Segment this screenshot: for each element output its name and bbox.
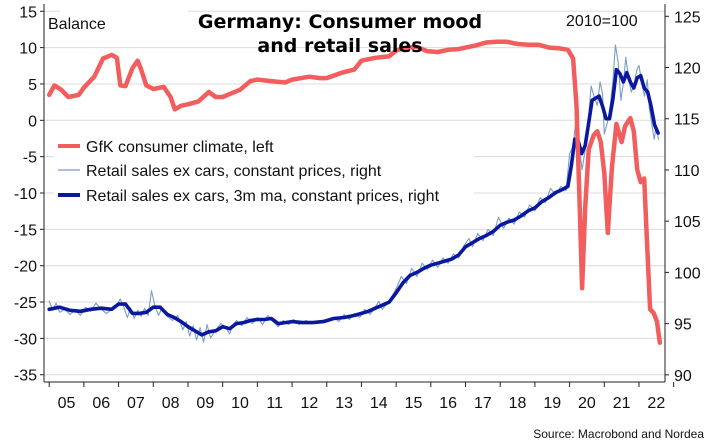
x-tick-label: 14 [370, 395, 388, 412]
series-lines [46, 39, 663, 345]
left-tick-label: 5 [28, 77, 37, 94]
right-tick-label: 125 [674, 9, 701, 26]
x-tick-label: 16 [439, 395, 457, 412]
left-tick-label: -10 [14, 186, 37, 203]
x-axis-ticks: 05 06 07 08 09 10 11 12 13 14 15 16 17 18 19 20 21 22 [48, 382, 675, 412]
x-tick-label: 21 [613, 395, 631, 412]
legend-label-gfk: GfK consumer climate, left [86, 139, 274, 156]
right-axis-unit-label: 2010=100 [566, 13, 638, 30]
right-tick-label: 120 [674, 61, 701, 78]
left-tick-label: -35 [14, 368, 37, 385]
right-tick-label: 95 [674, 317, 692, 334]
source-note: Source: Macrobond and Nordea [533, 427, 704, 441]
x-tick-label: 20 [578, 395, 596, 412]
x-tick-label: 18 [509, 395, 527, 412]
left-tick-label: 0 [28, 113, 37, 130]
chart-title: Germany: Consumer mood [198, 11, 482, 33]
left-tick-label: -15 [14, 222, 37, 239]
right-tick-label: 115 [674, 112, 700, 129]
x-tick-label: 07 [127, 395, 145, 412]
series-line-retail-sales-3m-ma [47, 67, 660, 337]
x-tick-label: 05 [58, 395, 76, 412]
left-tick-label: -30 [14, 331, 37, 348]
x-tick-label: 17 [474, 395, 492, 412]
legend-backdrop [54, 131, 474, 215]
legend-label-retail-3m: Retail sales ex cars, 3m ma, constant pr… [86, 188, 440, 205]
right-tick-label: 110 [674, 163, 700, 180]
legend-label-retail: Retail sales ex cars, constant prices, r… [86, 163, 382, 180]
x-tick-label: 08 [162, 395, 180, 412]
x-tick-label: 11 [266, 395, 283, 412]
right-tick-label: 105 [674, 214, 701, 231]
chart-title-line2: and retail sales [257, 35, 422, 57]
left-tick-label: -25 [14, 295, 37, 312]
left-tick-label: 15 [19, 4, 37, 21]
legend: GfK consumer climate, left Retail sales … [54, 131, 474, 215]
right-axis-ticks: 125 120 115 110 105 100 95 90 [665, 9, 701, 385]
right-tick-label: 100 [674, 265, 701, 282]
x-tick-label: 10 [231, 395, 249, 412]
left-unit-backdrop [60, 10, 188, 34]
left-axis-ticks: 15 10 5 0 -5 -10 -15 -20 -25 -30 -35 [14, 4, 44, 385]
series-line-gfk-consumer-climate [46, 39, 663, 345]
x-tick-label: 13 [335, 395, 353, 412]
x-tick-label: 06 [92, 395, 110, 412]
left-tick-label: 10 [19, 41, 37, 58]
left-tick-label: -20 [14, 259, 37, 276]
x-tick-label: 15 [405, 395, 423, 412]
x-tick-label: 19 [543, 395, 561, 412]
left-tick-label: -5 [23, 150, 37, 167]
left-axis-unit-label: Balance [48, 16, 106, 33]
x-tick-label: 22 [647, 395, 665, 412]
x-tick-label: 09 [196, 395, 214, 412]
x-tick-label: 12 [301, 395, 319, 412]
right-tick-label: 90 [674, 368, 692, 385]
